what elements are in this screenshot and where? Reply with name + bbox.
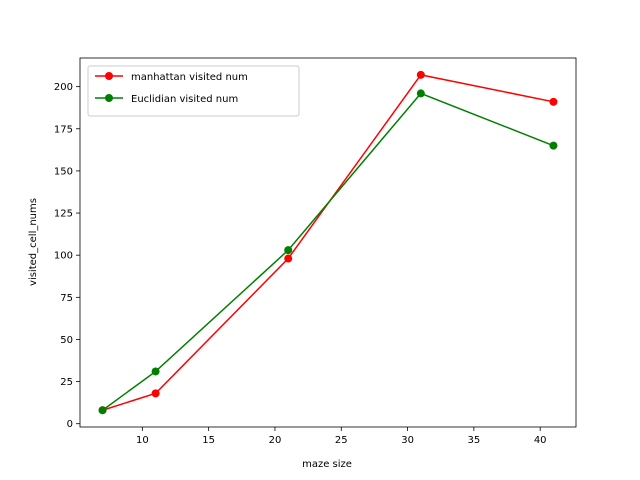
y-tick-label: 25 — [60, 377, 73, 388]
legend-marker-1 — [105, 72, 113, 80]
plot-area — [98, 70, 558, 415]
x-tick-label: 30 — [401, 435, 414, 446]
x-tick-label: 20 — [269, 435, 282, 446]
data-point-series-1 — [284, 254, 293, 263]
y-tick-label: 100 — [54, 251, 73, 262]
y-tick-label: 150 — [54, 166, 73, 177]
y-tick-label: 50 — [60, 335, 73, 346]
data-point-series-2 — [284, 246, 293, 255]
data-point-series-2 — [416, 89, 425, 98]
data-point-series-2 — [151, 367, 160, 376]
legend-label-1: manhattan visited num — [131, 72, 248, 83]
x-tick-label: 10 — [136, 435, 149, 446]
y-tick-label: 175 — [54, 124, 73, 135]
data-point-series-2 — [98, 406, 107, 415]
data-point-series-2 — [549, 141, 558, 150]
legend-marker-2 — [105, 94, 113, 102]
x-tick-label: 35 — [468, 435, 481, 446]
y-tick-label: 75 — [60, 293, 73, 304]
data-point-series-1 — [151, 389, 160, 398]
x-tick-label: 15 — [202, 435, 215, 446]
x-axis-label: maze size — [302, 459, 352, 470]
y-tick-label: 125 — [54, 209, 73, 220]
legend: manhattan visited num Euclidian visited n… — [87, 65, 300, 117]
plot-frame — [79, 57, 577, 428]
x-tick-label: 25 — [335, 435, 348, 446]
axes: 10 15 20 25 30 35 40 0 25 50 75 100 125 150 175 200 — [54, 57, 577, 446]
y-tick-label: 200 — [54, 82, 73, 93]
y-tick-label: 0 — [67, 419, 73, 430]
x-tick-label: 40 — [534, 435, 547, 446]
data-point-series-1 — [416, 70, 425, 79]
legend-label-2: Euclidian visited num — [131, 94, 238, 105]
data-point-series-1 — [549, 97, 558, 106]
legend-box — [87, 65, 300, 117]
y-axis-label: visited_cell_nums — [28, 198, 39, 286]
